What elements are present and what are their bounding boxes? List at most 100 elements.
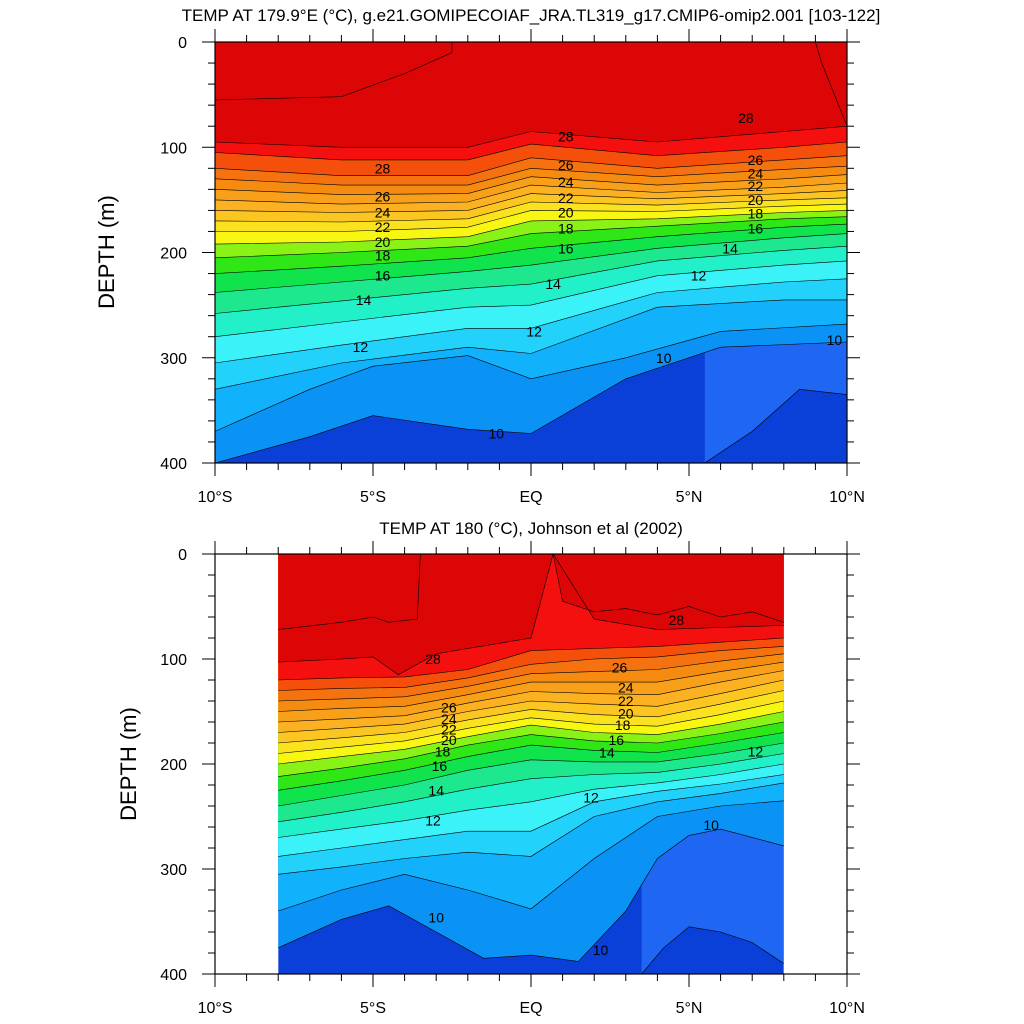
bottom-panel-plot-area: 2828262624242222202018181616141412121210… [160,541,865,1017]
contour-label: 20 [618,706,634,722]
isotherm-line-21 [278,690,784,744]
isotherm-line-9 [704,388,847,463]
top-panel-y-axis-title: DEPTH (m) [94,195,119,309]
isotherm-line-20 [278,700,784,754]
x-tick-label: 10°N [829,489,865,506]
isotherm-fill-29 [215,42,452,100]
x-tick-label: 5°N [676,1000,703,1017]
contour-label: 26 [441,699,457,715]
contour-label: 10 [656,350,672,366]
y-tick-label: 200 [160,757,187,774]
contour-label: 22 [441,721,457,737]
isotherm-line-13 [278,774,784,857]
isotherm-line-29 [278,554,421,630]
contour-label: 10 [593,942,609,958]
top-panel: TEMP AT 179.9°E (°C), g.e21.GOMIPECOIAF_… [94,6,880,506]
contour-label: 16 [432,758,448,774]
isotherm-line-22 [215,190,847,213]
y-tick-label: 300 [160,862,187,879]
contour-label: 20 [375,234,391,250]
contour-label: 22 [375,219,391,235]
contour-label: 16 [609,732,625,748]
isotherm-line-28 [552,554,784,630]
contour-label: 22 [748,178,764,194]
isotherm-line-10 [278,828,784,962]
isotherm-line-23 [215,182,847,205]
isotherm-line-29 [815,42,847,127]
x-tick-label: EQ [519,1000,542,1017]
contour-label: 24 [441,711,457,727]
x-tick-label: EQ [519,489,542,506]
isotherm-line-14 [278,763,784,838]
isotherm-line-29 [215,42,453,101]
contour-label: 28 [669,612,685,628]
contour-label: 26 [375,189,391,205]
isotherm-line-11 [278,800,784,912]
contour-label: 12 [425,813,441,829]
isotherm-line-22 [278,679,784,733]
contour-label: 26 [558,157,574,173]
contour-label: 10 [703,817,719,833]
bottom-panel: TEMP AT 180 (°C), Johnson et al (2002) D… [116,519,865,1017]
isotherm-line-19 [215,210,847,245]
contour-label: 10 [488,426,504,442]
y-tick-label: 100 [160,652,187,669]
y-tick-label: 400 [160,456,187,473]
isotherm-line-12 [278,782,784,875]
bottom-panel-title: TEMP AT 180 (°C), Johnson et al (2002) [379,519,683,538]
contour-label: 20 [748,192,764,208]
isotherm-line-16 [215,233,847,293]
x-tick-label: 5°N [676,489,703,506]
isotherm-fill-29 [278,554,421,630]
contour-label: 24 [748,166,764,182]
contour-label: 14 [428,782,444,798]
contour-label: 14 [599,744,615,760]
x-tick-label: 10°S [198,489,233,506]
isotherm-line-28 [278,554,554,676]
contour-label: 22 [558,190,574,206]
y-tick-label: 0 [178,547,187,564]
isotherm-line-18 [215,216,847,259]
isotherm-fill-29 [815,42,847,127]
contour-label: 28 [558,129,574,145]
contour-label: 20 [558,205,574,221]
isotherm-line-18 [278,721,784,777]
isotherm-line-28 [215,125,847,148]
x-tick-label: 5°S [360,1000,386,1017]
contour-label: 14 [722,240,738,256]
isotherm-line-10 [215,341,847,463]
isotherm-line-16 [278,742,784,807]
contour-label: 24 [618,679,634,695]
contour-label: 12 [526,323,542,339]
isotherm-line-15 [215,245,847,314]
isotherm-line-12 [215,299,847,390]
contour-label: 24 [558,174,574,190]
contour-label: 12 [583,790,599,806]
y-tick-label: 300 [160,351,187,368]
y-tick-label: 100 [160,140,187,157]
contour-label: 26 [748,152,764,168]
isotherm-line-26 [215,155,847,176]
contour-label: 10 [428,909,444,925]
contour-label: 12 [748,743,764,759]
isotherm-line-24 [278,661,784,712]
isotherm-line-17 [215,223,847,274]
isotherm-line-13 [215,278,847,364]
isotherm-line-27 [215,141,847,161]
bottom-panel-y-axis-title: DEPTH (m) [116,707,141,821]
contour-label: 10 [827,332,843,348]
y-tick-label: 400 [160,967,187,984]
contour-label: 20 [441,732,457,748]
isotherm-line-14 [215,260,847,337]
contour-label: 18 [615,717,631,733]
contour-label: 14 [356,292,372,308]
isotherm-line-19 [278,711,784,765]
contour-label: 22 [618,693,634,709]
isotherm-line-26 [278,646,784,691]
isotherm-line-27 [278,637,784,681]
isotherm-line-25 [215,165,847,186]
x-tick-label: 10°S [198,1000,233,1017]
contour-label: 16 [375,268,391,284]
